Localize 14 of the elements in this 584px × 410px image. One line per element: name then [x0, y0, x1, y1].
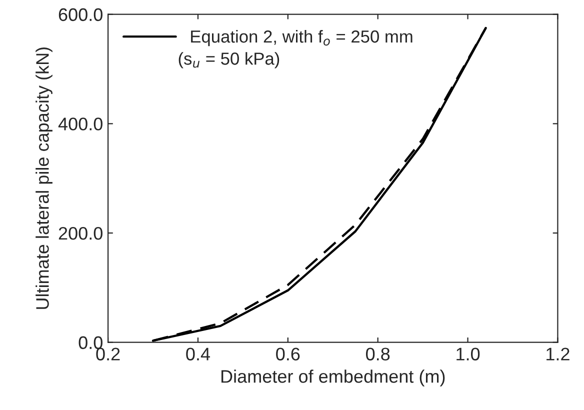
- x-tick-label: 0.4: [186, 348, 210, 360]
- x-tick-label: 1.2: [546, 348, 570, 360]
- y-tick-label: 0.0: [78, 336, 102, 350]
- annotation: (s$_{u}$ = 50 kPa): [178, 52, 280, 68]
- y-axis-title: Ultimate lateral pile capacity (kN): [36, 48, 52, 309]
- x-tick-label: 0.6: [276, 348, 300, 360]
- y-tick-label: 600.0: [58, 8, 102, 22]
- legend-label: Equation 2, with f$_{o}$ = 250 mm: [191, 30, 412, 46]
- y-tick-label: 400.0: [58, 118, 102, 130]
- x-tick-label: 0.2: [96, 348, 120, 360]
- x-tick-label: 0.8: [366, 348, 390, 360]
- y-tick-label: 200.0: [58, 226, 102, 240]
- x-axis-title: Diameter of embedment (m): [221, 370, 445, 386]
- x-tick-label: 1.0: [456, 348, 480, 360]
